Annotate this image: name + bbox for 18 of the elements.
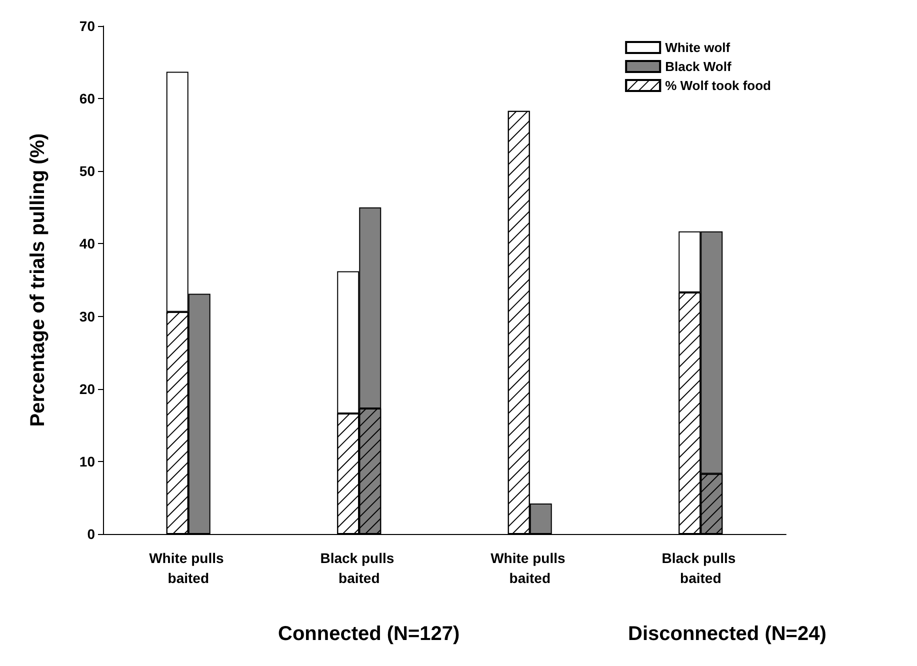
y-tick-label: 50: [79, 163, 96, 180]
x-tick-label: Black pulls baited: [662, 550, 740, 586]
y-tick-label: 40: [79, 236, 96, 252]
x-tick-label: White pulls baited: [490, 550, 570, 586]
legend-label: % Wolf took food: [665, 78, 772, 93]
y-axis-title: Percentage of trials pulling (%): [27, 133, 49, 427]
legend-label: White wolf: [665, 40, 731, 55]
y-tick-label: 20: [79, 380, 96, 397]
y-tick-label: 30: [79, 308, 96, 324]
text: Connected (N=127): [278, 623, 460, 645]
legend-label: Black Wolf: [665, 59, 732, 74]
y-tick-label: 60: [79, 90, 96, 107]
y-tick-label: 0: [87, 526, 96, 542]
y-tick-label: 10: [79, 453, 96, 470]
y-tick-label: 70: [79, 18, 96, 34]
text: Disconnected (N=24): [628, 623, 826, 645]
x-tick-label: White pulls baited: [149, 550, 228, 586]
x-tick-label: Black pulls baited: [320, 550, 398, 586]
